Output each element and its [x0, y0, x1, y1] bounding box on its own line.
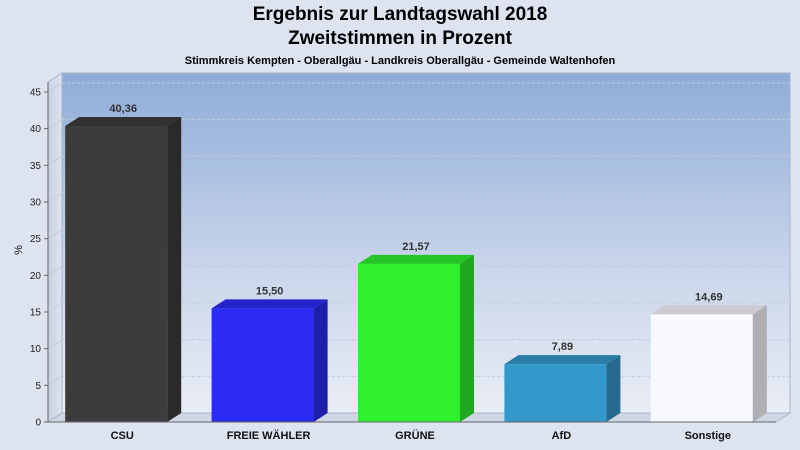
y-axis-label: % — [13, 245, 25, 255]
bar-front — [504, 364, 607, 422]
x-tick-label: Sonstige — [685, 430, 731, 442]
bar-top — [65, 117, 182, 127]
bar-front — [650, 314, 753, 422]
bar-csu: 40,36 — [65, 103, 182, 422]
y-tick-label: 0 — [35, 418, 41, 429]
y-tick-label: 30 — [30, 198, 42, 209]
plot-side-wall — [47, 72, 63, 423]
bar-front — [65, 126, 168, 422]
x-tick-label: AfD — [552, 430, 572, 442]
x-tick-label: CSU — [111, 430, 134, 442]
x-tick-label: FREIE WÄHLER — [227, 429, 311, 442]
bar-afd: 7,89 — [504, 341, 621, 422]
gridline-diagonal — [47, 339, 63, 350]
gridline-diagonal — [47, 82, 63, 93]
gridline-diagonal — [47, 265, 63, 276]
gridline-diagonal — [47, 229, 63, 240]
y-tick-label: 10 — [30, 344, 42, 355]
bar-freie-wähler: 15,50 — [211, 285, 328, 422]
gridline-diagonal — [47, 119, 63, 130]
bars: 40,36 15,50 21,57 7,89 14,69 — [65, 103, 767, 422]
bar-side — [460, 254, 474, 422]
y-axis: 0 5 10 15 20 25 30 35 40 45 — [30, 82, 49, 429]
data-label: 21,57 — [402, 241, 430, 253]
y-tick-label: 45 — [30, 88, 42, 99]
gridline-diagonal — [47, 302, 63, 313]
bar-top — [358, 254, 474, 264]
data-label: 15,50 — [256, 285, 284, 297]
chart-region-subtitle: Stimmkreis Kempten - Oberallgäu - Landkr… — [184, 55, 616, 67]
gridline-diagonal — [47, 192, 63, 203]
bar-front — [358, 263, 460, 422]
bar-sonstige: 14,69 — [650, 291, 767, 422]
chart-subtitle: Zweitstimmen in Prozent — [288, 28, 512, 49]
y-tick-label: 15 — [30, 308, 42, 319]
bar-top — [211, 299, 328, 309]
bar-grüne: 21,57 — [358, 241, 474, 422]
gridline-diagonal — [47, 375, 63, 386]
y-tick-label: 5 — [35, 381, 41, 392]
bar-front — [211, 308, 314, 422]
y-tick-label: 40 — [30, 124, 42, 135]
y-tick-label: 35 — [30, 161, 42, 172]
chart-title: Ergebnis zur Landtagswahl 2018 — [252, 4, 548, 25]
bar-top — [650, 305, 767, 315]
x-tick-label: GRÜNE — [395, 429, 435, 442]
bar-top — [504, 355, 621, 365]
y-tick-label: 20 — [30, 271, 42, 282]
gridline-diagonal — [47, 155, 63, 166]
bar-side — [313, 299, 328, 422]
bar-side — [167, 117, 182, 422]
y-tick-label: 25 — [30, 234, 42, 245]
bar-side — [606, 355, 621, 422]
data-label: 40,36 — [109, 103, 137, 115]
bar-side — [752, 305, 767, 422]
data-label: 14,69 — [695, 291, 723, 303]
data-label: 7,89 — [552, 341, 573, 353]
x-axis: CSU FREIE WÄHLER GRÜNE AfD Sonstige — [48, 421, 776, 442]
